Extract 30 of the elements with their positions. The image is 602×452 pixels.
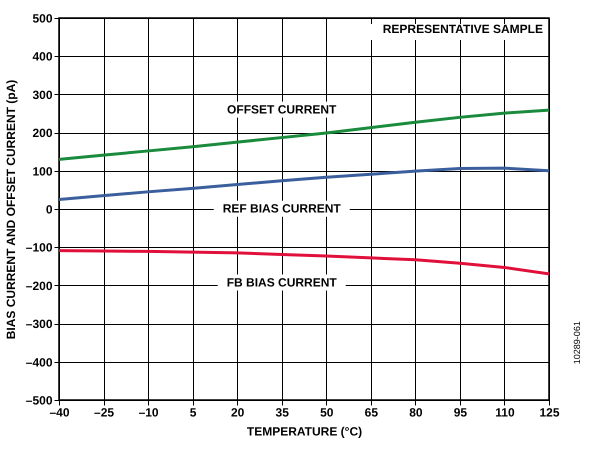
annotation: REPRESENTATIVE SAMPLE — [382, 22, 543, 36]
x-tick-label: 110 — [495, 406, 515, 420]
y-tick-label: –100 — [26, 240, 53, 255]
x-tick-label: –25 — [94, 406, 114, 420]
x-tick-label: –40 — [49, 406, 70, 420]
x-tick-label: 35 — [276, 406, 290, 420]
y-tick-label: 200 — [32, 126, 53, 140]
y-tick-label: –200 — [26, 278, 53, 293]
series-label: FB BIAS CURRENT — [226, 275, 338, 290]
series-label: OFFSET CURRENT — [227, 102, 338, 117]
text: 10289-061 — [572, 321, 582, 364]
x-tick-label: 95 — [454, 406, 468, 420]
y-tick-label: –300 — [26, 317, 53, 332]
y-tick-label: 100 — [32, 164, 53, 178]
y-tick-label: 300 — [32, 88, 53, 102]
y-tick-label: 400 — [32, 50, 53, 64]
x-axis-title: TEMPERATURE (°C) — [246, 424, 362, 438]
x-tick-label: 65 — [364, 406, 378, 420]
y-tick-label: –500 — [26, 394, 53, 408]
x-tick-label: 5 — [190, 406, 197, 420]
x-tick-label: 80 — [409, 406, 423, 420]
y-tick-label: 0 — [46, 202, 53, 216]
y-tick-label: –400 — [26, 355, 53, 370]
y-tick-label: 500 — [32, 12, 53, 26]
series-label: REF BIAS CURRENT — [222, 202, 342, 216]
x-tick-label: –10 — [138, 406, 159, 420]
x-tick-label: 125 — [539, 406, 560, 420]
y-axis-title: BIAS CURRENT AND OFFSET CURRENT (pA) — [4, 80, 18, 340]
x-tick-label: 50 — [320, 406, 334, 420]
x-tick-label: 20 — [231, 406, 245, 420]
